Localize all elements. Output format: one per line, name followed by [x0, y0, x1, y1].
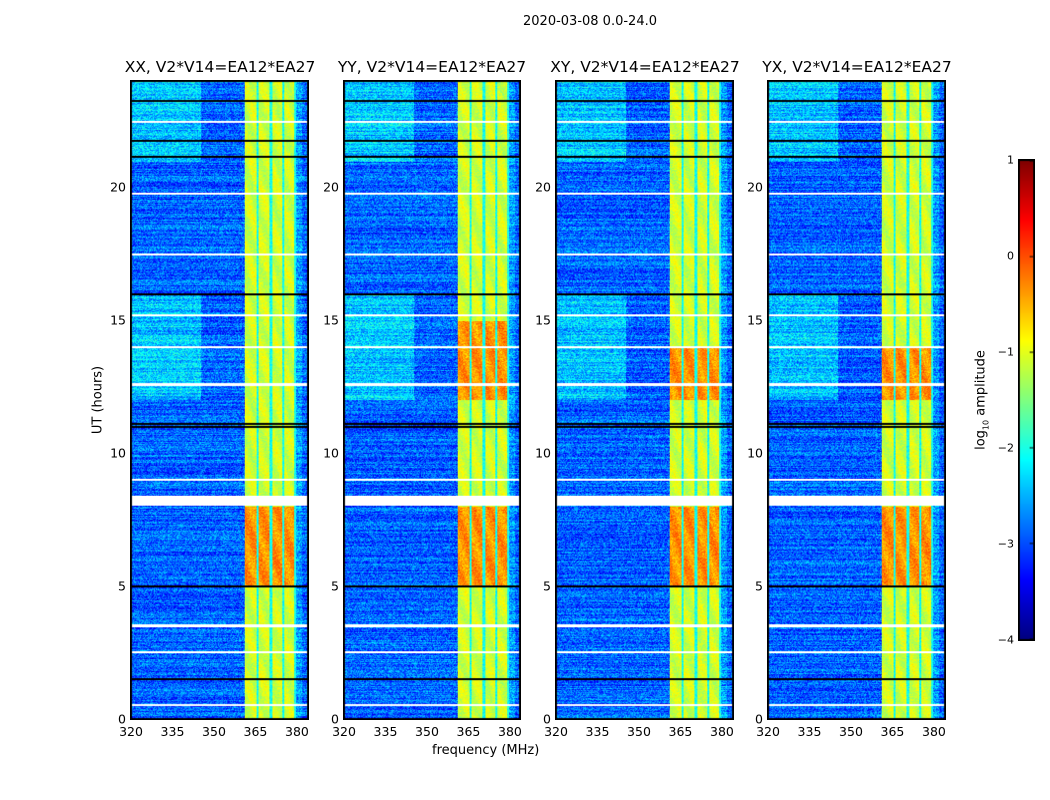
x-tick-label: 320	[119, 724, 143, 739]
y-tick-label: 10	[747, 445, 763, 461]
x-tick-label: 335	[585, 724, 610, 739]
panel-title-xx: XX, V2*V14=EA12*EA27	[124, 58, 316, 76]
colorbar-tick-label: −3	[997, 537, 1014, 551]
colorbar-tick-label: 0	[1007, 249, 1014, 263]
x-axis-label: frequency (MHz)	[432, 743, 540, 758]
panel-title-yx: YX, V2*V14=EA12*EA27	[762, 58, 952, 76]
x-tick-label: 365	[880, 724, 905, 739]
figure-title: 2020-03-08 0.0-24.0	[523, 14, 657, 29]
x-tick-label: 365	[668, 724, 693, 739]
y-axis-label: UT (hours)	[90, 365, 106, 435]
x-tick-label: 320	[756, 724, 780, 739]
y-tick-label: 0	[755, 711, 763, 727]
x-tick-label: 335	[797, 724, 822, 739]
y-tick-label: 0	[331, 711, 339, 727]
heatmap-xy	[555, 80, 734, 720]
y-tick-label: 5	[118, 578, 126, 594]
x-tick-label: 380	[285, 724, 309, 739]
y-tick-label: 5	[755, 578, 763, 594]
colorbar-tick-label: 1	[1007, 153, 1014, 167]
y-tick-label: 20	[747, 179, 763, 195]
y-tick-label: 10	[535, 445, 551, 461]
y-tick-label: 0	[118, 711, 126, 727]
colorbar	[1018, 159, 1035, 641]
panel-title-yy: YY, V2*V14=EA12*EA27	[337, 58, 527, 76]
x-tick-label: 365	[456, 724, 481, 739]
heatmap-xx	[130, 80, 309, 720]
y-tick-label: 15	[747, 312, 763, 328]
y-tick-label: 5	[543, 578, 551, 594]
x-tick-label: 380	[498, 724, 522, 739]
y-tick-label: 20	[110, 179, 126, 195]
x-tick-label: 320	[544, 724, 568, 739]
heatmap-yy	[343, 80, 521, 720]
y-tick-label: 0	[543, 711, 551, 727]
heatmap-yx	[767, 80, 946, 720]
x-tick-label: 335	[373, 724, 398, 739]
y-tick-label: 10	[323, 445, 339, 461]
x-tick-label: 380	[710, 724, 734, 739]
y-tick-label: 15	[110, 312, 126, 328]
x-tick-label: 380	[922, 724, 946, 739]
x-tick-label: 320	[332, 724, 356, 739]
x-tick-label: 335	[160, 724, 185, 739]
x-tick-label: 350	[202, 724, 226, 739]
y-tick-label: 15	[535, 312, 551, 328]
y-tick-label: 20	[535, 179, 551, 195]
y-tick-label: 10	[110, 445, 126, 461]
x-tick-label: 350	[415, 724, 439, 739]
y-tick-label: 5	[331, 578, 339, 594]
x-tick-label: 350	[627, 724, 651, 739]
y-tick-label: 20	[323, 179, 339, 195]
colorbar-tick-label: −2	[997, 441, 1014, 455]
y-tick-label: 15	[323, 312, 339, 328]
x-tick-label: 350	[839, 724, 863, 739]
colorbar-label: log10 amplitude	[973, 350, 991, 450]
colorbar-tick-label: −4	[997, 633, 1014, 647]
colorbar-tick-label: −1	[997, 345, 1014, 359]
x-tick-label: 365	[243, 724, 268, 739]
panel-title-xy: XY, V2*V14=EA12*EA27	[550, 58, 740, 76]
